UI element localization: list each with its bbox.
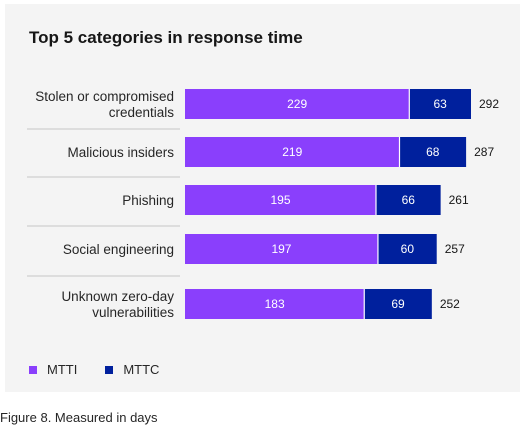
bar-value-label: 66: [402, 193, 416, 207]
bar-value-label: 197: [271, 242, 291, 256]
category-label: Phishing: [122, 193, 174, 208]
bar-value-label: 69: [391, 297, 405, 311]
bar-mtti: [185, 185, 376, 215]
bar-mttc: [364, 289, 432, 319]
legend-swatch-mttc: [105, 365, 114, 374]
category-label: Malicious insiders: [67, 145, 174, 160]
figure-caption: Figure 8. Measured in days: [0, 410, 158, 425]
chart-title: Top 5 categories in response time: [29, 28, 303, 47]
bar-value-label: 68: [426, 145, 440, 159]
legend-label-mtti: MTTI: [47, 362, 78, 377]
bar-total-label: 252: [440, 297, 460, 311]
bar-value-label: 63: [433, 97, 447, 111]
legend: MTTI MTTC: [29, 362, 187, 377]
bar-value-label: 183: [265, 297, 285, 311]
bar-chart: Stolen or compromised credentials 229 63 292…: [27, 89, 499, 320]
bar-total-label: 257: [445, 242, 465, 256]
bar-value-label: 219: [282, 145, 302, 159]
legend-item-mtti: MTTI: [29, 362, 77, 377]
bar-total-label: 261: [449, 193, 469, 207]
category-label: Social engineering: [63, 242, 174, 257]
category-label: Stolen or compromised credentials: [35, 89, 174, 120]
bar-total-label: 287: [474, 145, 494, 159]
bar-value-label: 60: [401, 242, 415, 256]
bar-mtti: [185, 234, 378, 264]
category-label: Unknown zero-day vulnerabilities: [61, 289, 174, 320]
chart-card: Top 5 categories in response time Stolen…: [5, 4, 520, 392]
bar-mttc: [399, 137, 467, 167]
bar-mttc: [409, 89, 471, 119]
bar-value-label: 195: [270, 193, 290, 207]
bar-mtti: [185, 289, 365, 319]
bar-total-label: 292: [479, 97, 499, 111]
legend-item-mttc: MTTC: [105, 362, 159, 377]
legend-label-mttc: MTTC: [123, 362, 160, 377]
bar-mtti: [185, 137, 400, 167]
bar-mttc: [377, 234, 437, 264]
legend-swatch-mtti: [29, 365, 37, 374]
bar-value-label: 229: [287, 97, 307, 111]
bar-mtti: [185, 89, 410, 119]
bar-mttc: [375, 185, 441, 215]
